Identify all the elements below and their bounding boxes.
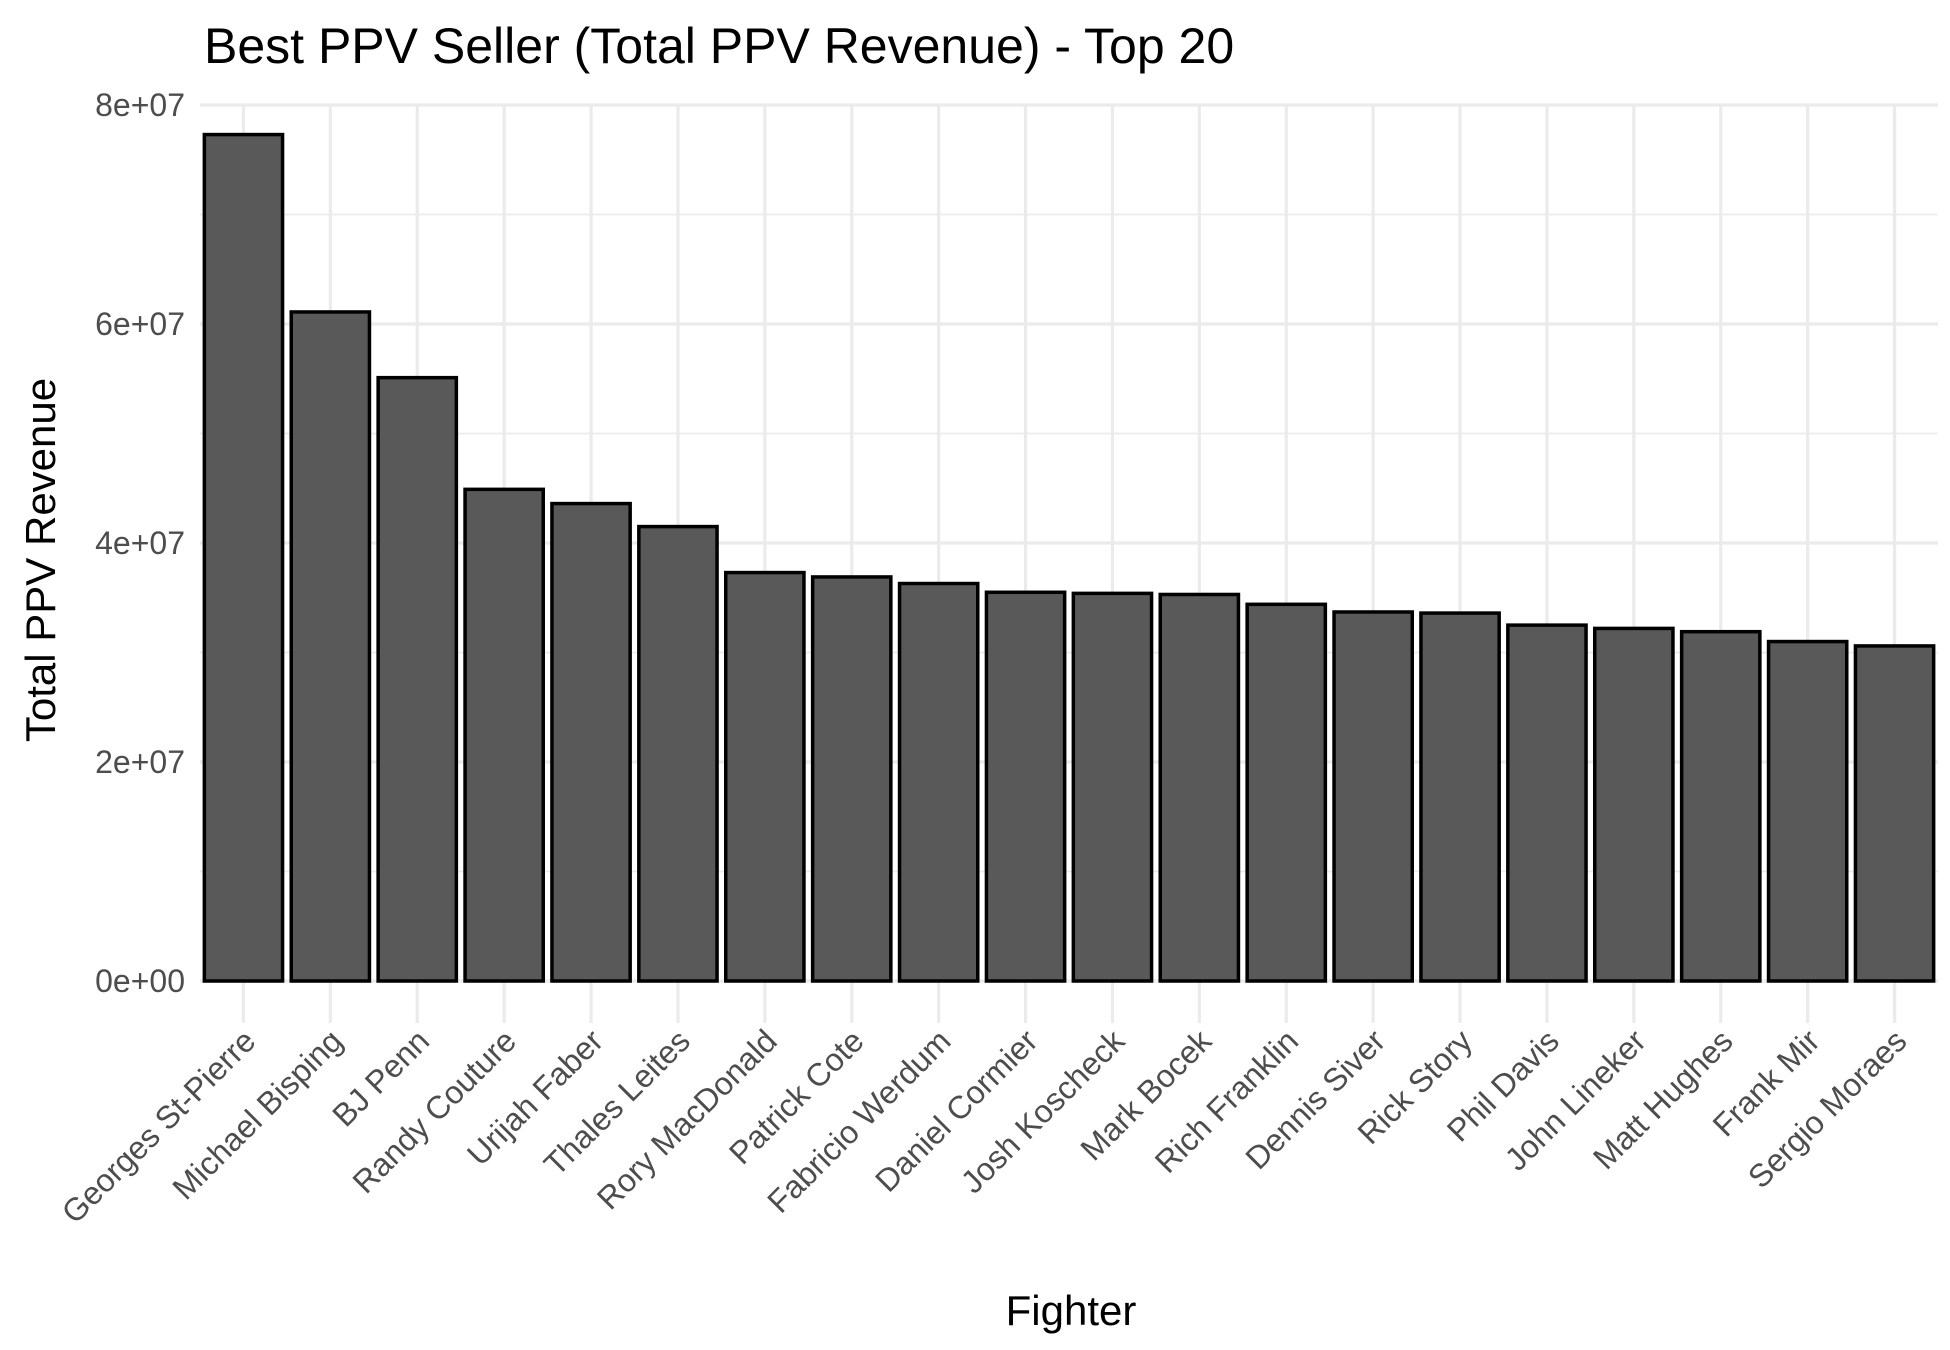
y-tick-label: 2e+07 (95, 744, 185, 780)
x-axis-title: Fighter (1006, 1287, 1137, 1334)
bar (376, 375, 459, 983)
bar (1332, 610, 1415, 983)
y-tick-labels: 0e+00 2e+07 4e+07 6e+07 8e+07 (95, 87, 185, 999)
y-axis-title: Total PPV Revenue (17, 378, 64, 742)
bar (1158, 592, 1241, 983)
bars-layer (202, 132, 1936, 983)
bar (202, 132, 285, 983)
bar (723, 570, 806, 983)
bar (1853, 644, 1936, 983)
y-tick-label: 8e+07 (95, 87, 185, 123)
grid-layer (200, 103, 1938, 1023)
bar (897, 581, 980, 983)
bar (1071, 591, 1154, 983)
bar (289, 310, 372, 983)
bar (1245, 602, 1328, 983)
y-tick-label: 0e+00 (95, 963, 185, 999)
x-tick-label: Sergio Moraes (1741, 1022, 1914, 1195)
y-tick-label: 4e+07 (95, 525, 185, 561)
bar (1506, 623, 1588, 983)
bar (463, 487, 546, 983)
y-tick-label: 6e+07 (95, 306, 185, 342)
bar (1592, 626, 1675, 983)
bar (1419, 611, 1501, 983)
bar (984, 590, 1067, 983)
bar (550, 501, 632, 983)
bar (637, 524, 719, 983)
bar (810, 575, 893, 983)
bar (1766, 639, 1849, 983)
bar (1679, 629, 1762, 983)
chart-title: Best PPV Seller (Total PPV Revenue) - To… (204, 18, 1234, 74)
